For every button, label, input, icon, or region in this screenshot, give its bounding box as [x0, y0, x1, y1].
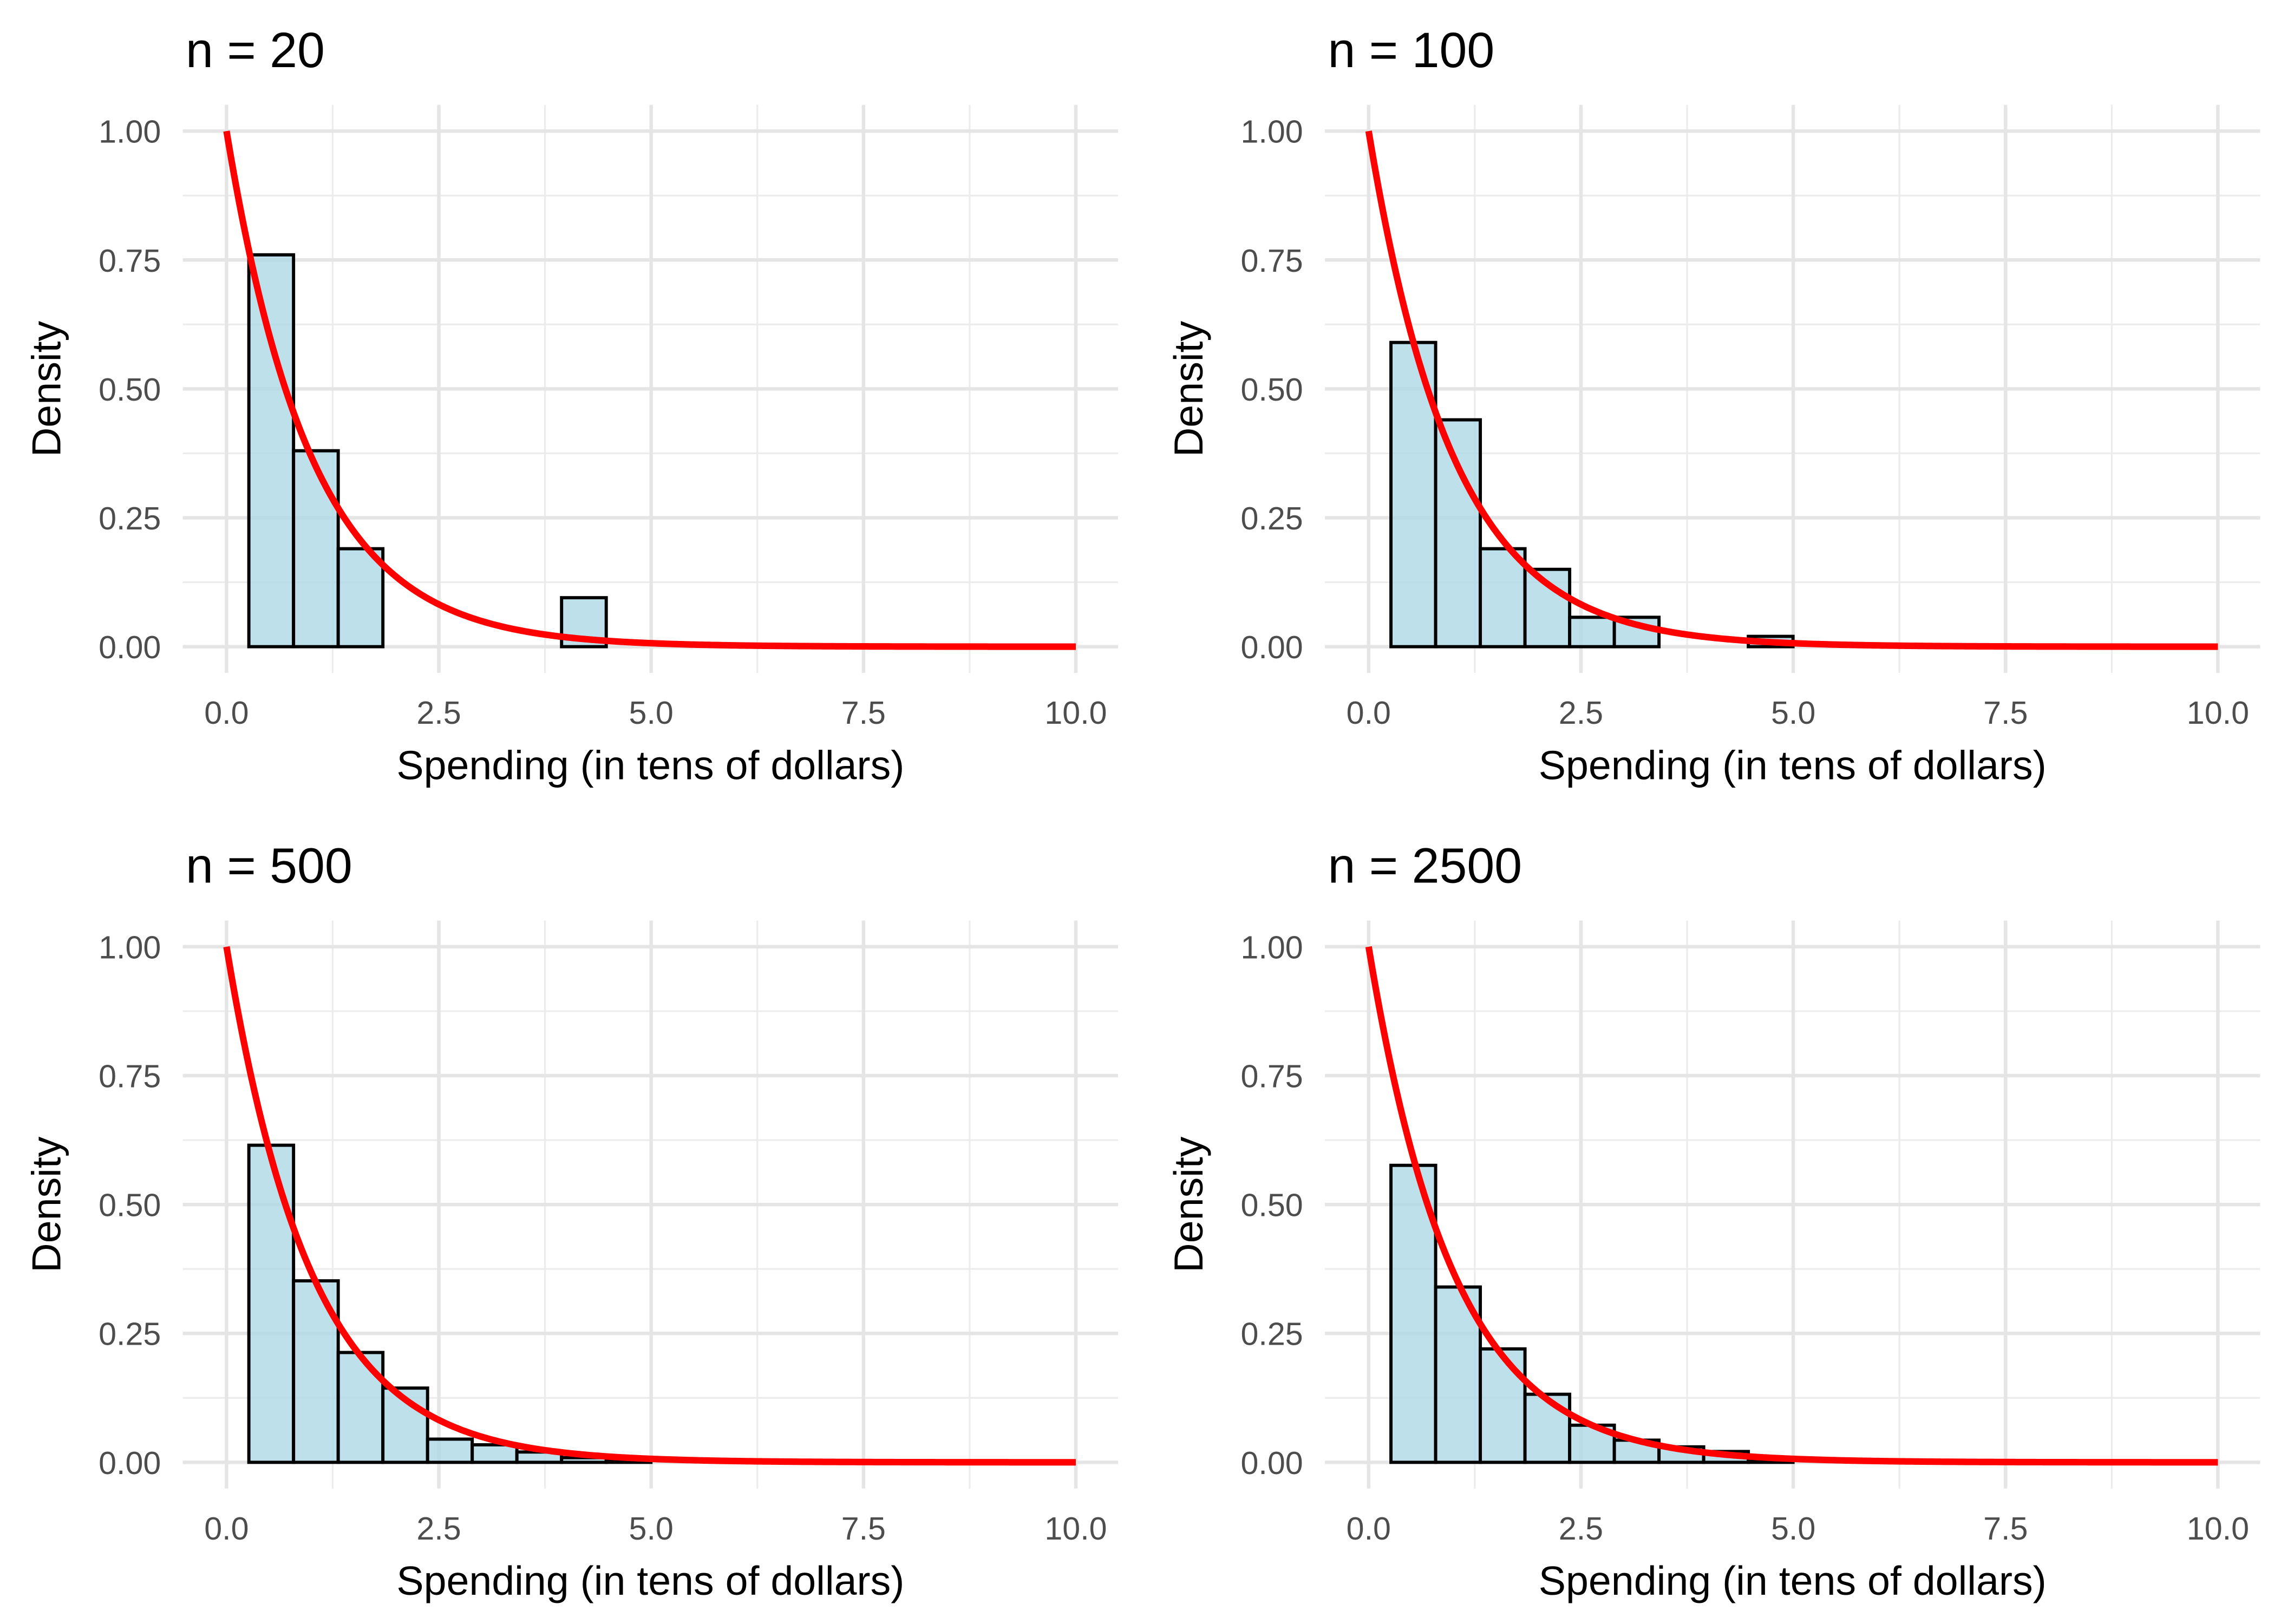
y-tick-label: 0.00 [1241, 629, 1303, 665]
y-axis-label: Density [1166, 1136, 1211, 1273]
y-tick-label: 0.25 [1241, 500, 1303, 536]
histogram-bar [1568, 615, 1616, 649]
x-tick-label: 2.5 [1559, 695, 1603, 731]
histogram-bar [1523, 1392, 1572, 1464]
density-curve [223, 130, 1076, 650]
y-tick-label: 0.75 [1241, 1058, 1303, 1095]
x-tick-label: 0.0 [1347, 1510, 1391, 1547]
y-tick-label: 0.25 [99, 500, 161, 536]
x-tick-label: 2.5 [1559, 1510, 1603, 1547]
histogram-bar [247, 253, 296, 649]
x-tick-label: 5.0 [1771, 1510, 1815, 1547]
y-tick-label: 1.00 [99, 114, 161, 150]
panel-1: 0.00 0.25 0.50 0.75 1.00 0.0 2.5 5.0 7.5 10.0 n = … [24, 23, 1119, 788]
x-axis-label: Spending (in tens of dollars) [396, 1558, 904, 1603]
x-tick-label: 7.5 [1983, 1510, 2028, 1547]
x-tick-label: 5.0 [1771, 695, 1815, 731]
histogram-bar [471, 1443, 519, 1464]
panel-title: n = 500 [186, 838, 352, 893]
x-tick-label: 5.0 [629, 1510, 674, 1547]
x-tick-label: 0.0 [1347, 695, 1391, 731]
x-axis-label: Spending (in tens of dollars) [396, 742, 904, 788]
x-tick-label: 7.5 [841, 1510, 886, 1547]
histogram-bar [336, 1351, 385, 1464]
y-tick-label: 0.75 [99, 1058, 161, 1095]
y-tick-label: 0.00 [99, 629, 161, 665]
y-tick-label: 0.00 [1241, 1445, 1303, 1481]
histogram-bar [1479, 547, 1527, 649]
y-tick-label: 0.00 [99, 1445, 161, 1481]
x-tick-label: 0.0 [204, 1510, 249, 1547]
y-tick-label: 0.75 [99, 243, 161, 279]
x-tick-label: 7.5 [1983, 695, 2028, 731]
histogram-bar [292, 449, 340, 649]
density-curve [223, 946, 1076, 1466]
histogram-bar [1479, 1347, 1527, 1464]
histogram-bar [336, 547, 385, 649]
panel-title: n = 2500 [1328, 838, 1522, 893]
y-tick-label: 0.50 [1241, 371, 1303, 408]
y-tick-label: 0.50 [99, 1187, 161, 1223]
y-tick-label: 0.25 [99, 1316, 161, 1352]
x-axis-label: Spending (in tens of dollars) [1539, 1558, 2047, 1603]
panel-2: 0.00 0.25 0.50 0.75 1.00 0.0 2.5 5.0 7.5 10.0 n = … [1166, 23, 2260, 788]
x-tick-label: 10.0 [1044, 695, 1107, 731]
histogram-bar [247, 1143, 296, 1464]
x-tick-label: 2.5 [416, 1510, 461, 1547]
y-tick-label: 0.50 [1241, 1187, 1303, 1223]
x-tick-label: 10.0 [2187, 1510, 2249, 1547]
y-tick-label: 0.50 [99, 371, 161, 408]
y-tick-label: 1.00 [1241, 929, 1303, 965]
y-tick-label: 0.75 [1241, 243, 1303, 279]
y-axis-label: Density [1166, 320, 1211, 457]
panel-4: 0.00 0.25 0.50 0.75 1.00 0.0 2.5 5.0 7.5 10.0 n = … [1166, 838, 2260, 1603]
y-axis-label: Density [24, 1136, 69, 1273]
histogram-bar [426, 1437, 474, 1464]
y-tick-label: 0.25 [1241, 1316, 1303, 1352]
x-tick-label: 5.0 [629, 695, 674, 731]
x-tick-label: 10.0 [1044, 1510, 1107, 1547]
x-axis-label: Spending (in tens of dollars) [1539, 742, 2047, 788]
x-tick-label: 10.0 [2187, 695, 2249, 731]
panel-3: 0.00 0.25 0.50 0.75 1.00 0.0 2.5 5.0 7.5 10.0 n = … [24, 838, 1119, 1603]
x-tick-label: 7.5 [841, 695, 886, 731]
density-curve [1365, 130, 2218, 650]
x-tick-label: 0.0 [204, 695, 249, 731]
histogram-bar [1434, 418, 1482, 649]
density-curve [1365, 946, 2218, 1466]
panel-title: n = 100 [1328, 23, 1494, 78]
y-axis-label: Density [24, 320, 69, 457]
y-tick-label: 1.00 [99, 929, 161, 965]
y-tick-label: 1.00 [1241, 114, 1303, 150]
panel-title: n = 20 [186, 23, 325, 78]
x-tick-label: 2.5 [416, 695, 461, 731]
